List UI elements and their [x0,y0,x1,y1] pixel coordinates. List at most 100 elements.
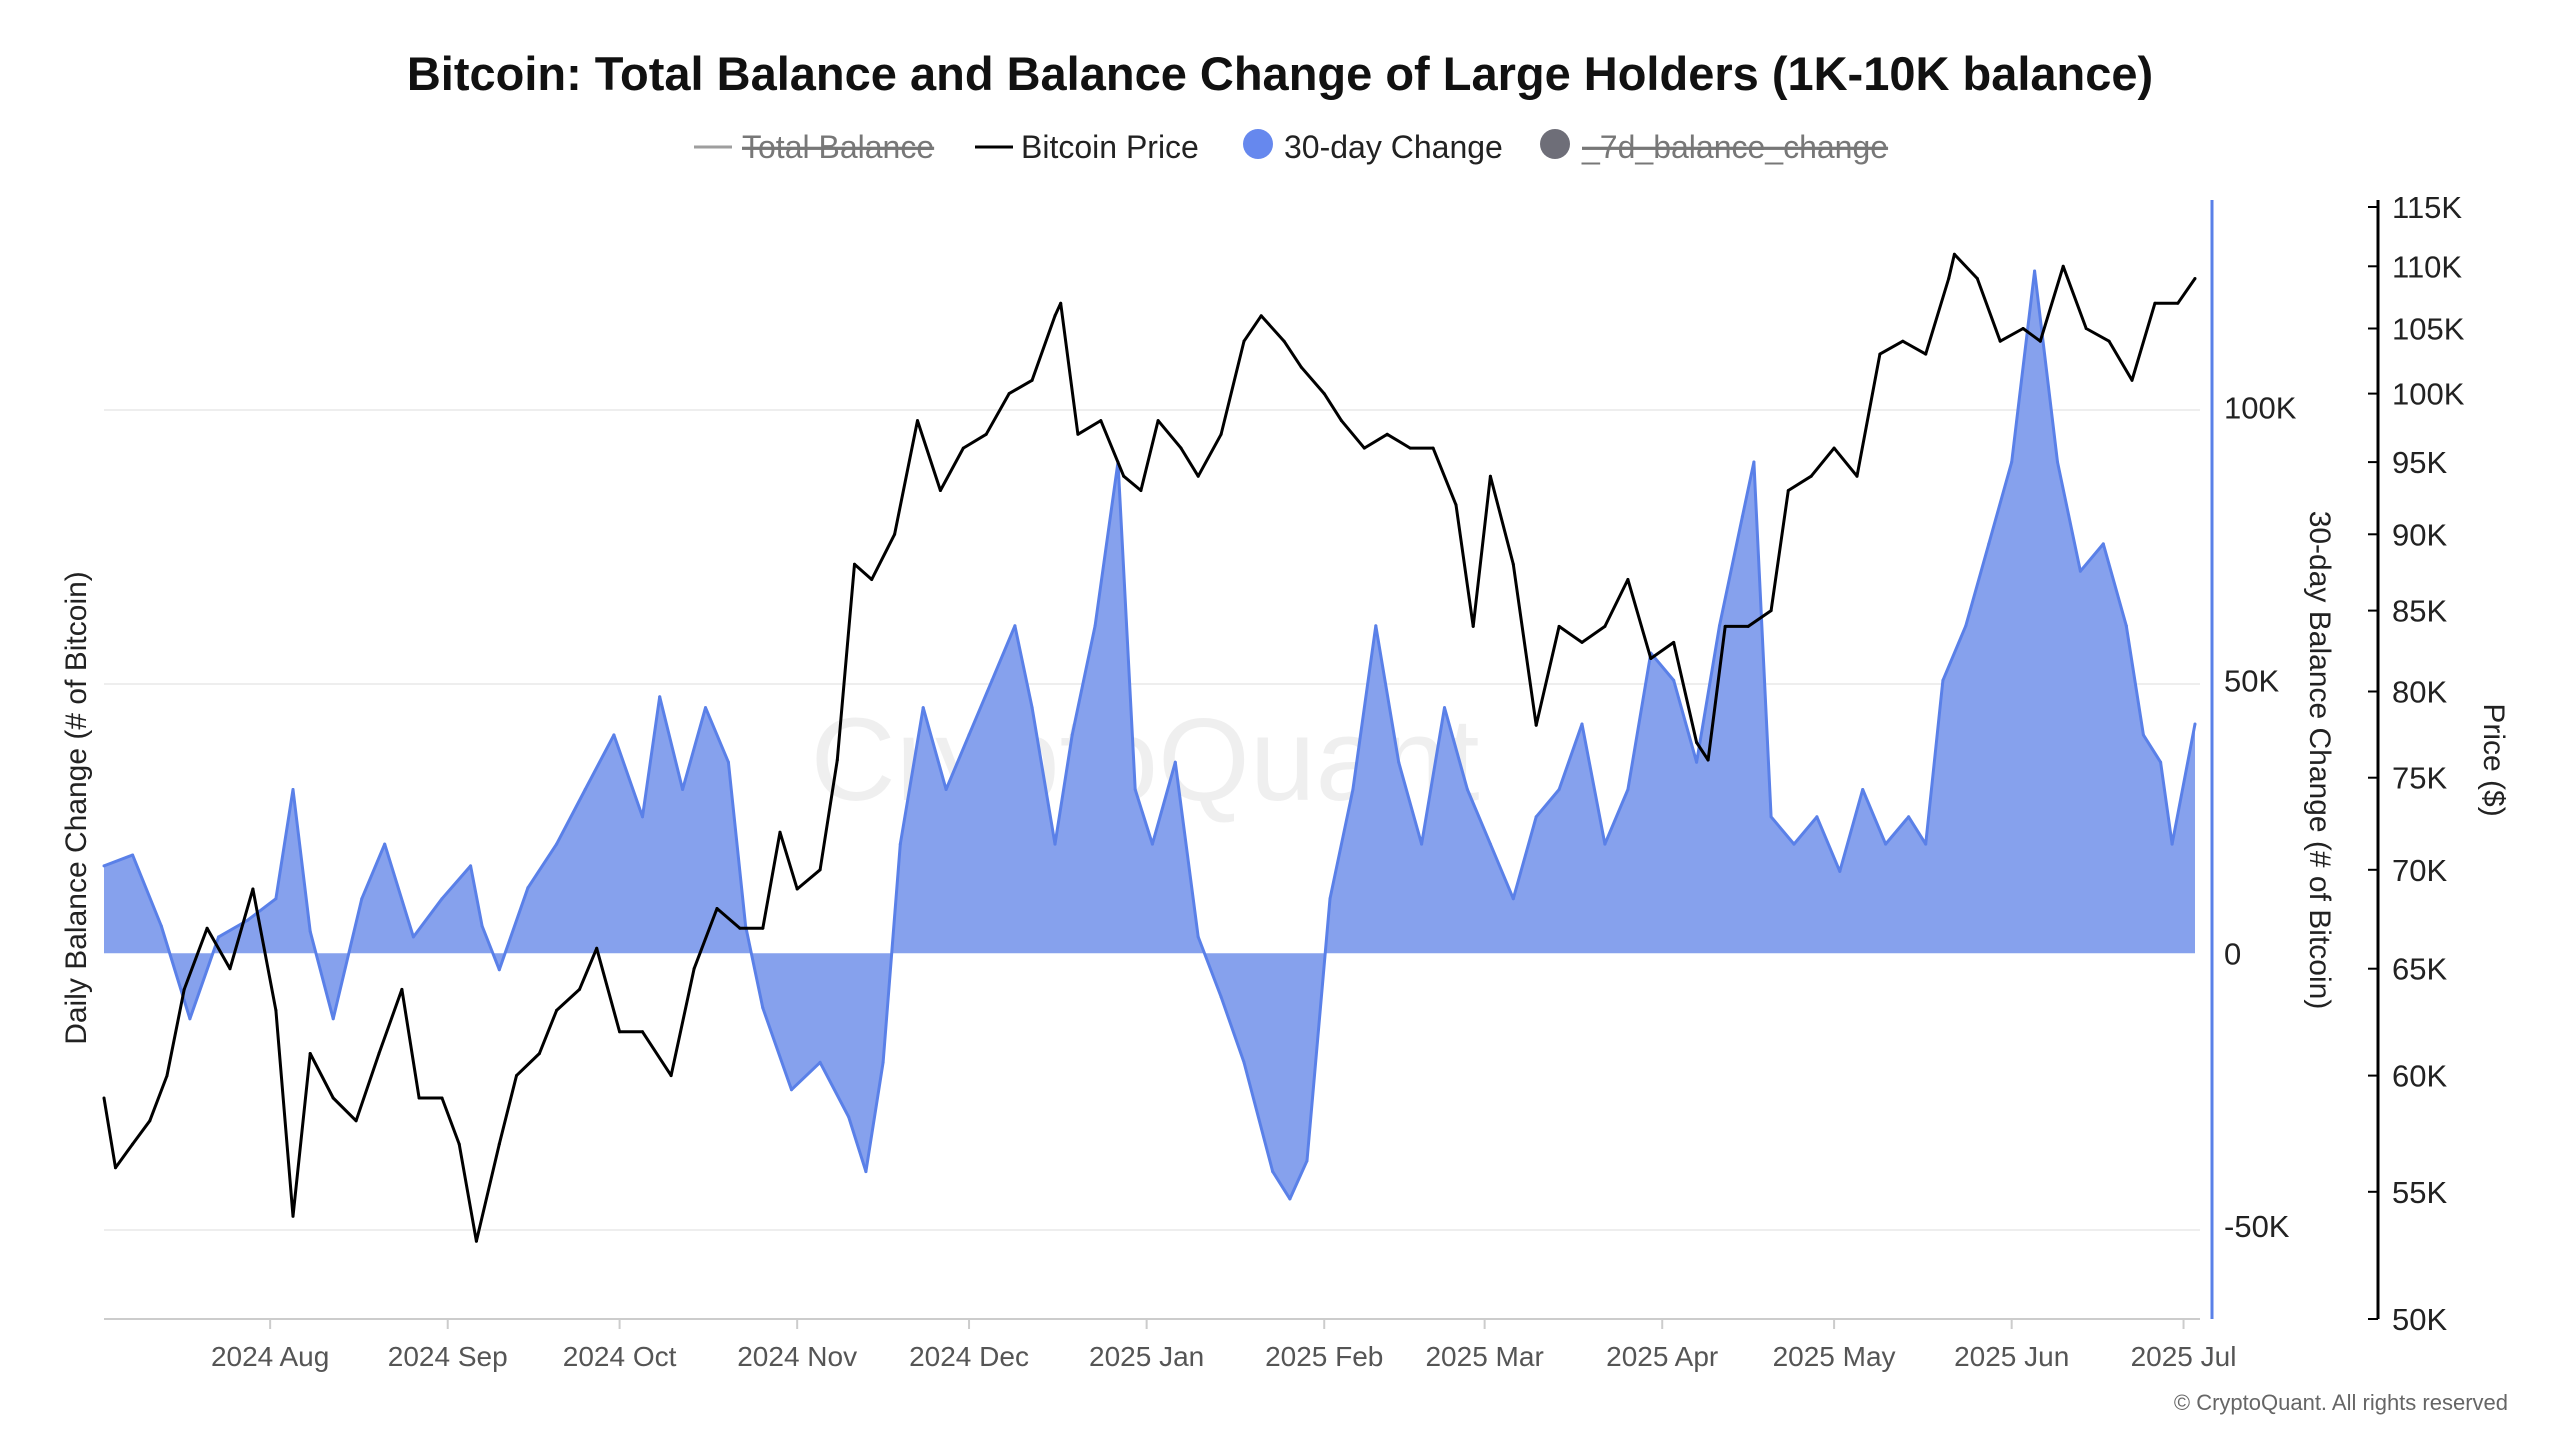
price-point [2084,327,2088,330]
balance-point [1769,815,1773,819]
legend-label-30-day-change: 30-day Change [1284,129,1503,165]
price-tick-label: 60K [2392,1059,2447,1094]
balance-point [2101,542,2105,546]
price-point [1723,624,1727,628]
balance-point [1488,842,1492,846]
balance-point [1941,678,1945,682]
price-point [1408,446,1412,450]
balance-point [274,897,278,901]
price-point [515,1074,518,1078]
balance-point [1695,760,1699,764]
balance-point [360,897,364,901]
balance-point [1672,678,1676,682]
balance-point [990,678,994,682]
price-point [1339,419,1343,423]
price-point [1809,474,1813,478]
balance-point [131,853,135,857]
price-point [1385,432,1389,436]
balance-point [898,842,902,846]
price-tick-label: 80K [2392,675,2447,710]
balance-point [1924,842,1928,846]
x-tick-label: 2025 Jan [1089,1341,1204,1372]
balance-point [1752,460,1756,464]
balance-point [1397,760,1401,764]
price-point [641,1030,644,1034]
balance-point [1271,1170,1275,1174]
balance-point [847,1115,851,1119]
balance-point [1580,722,1584,726]
price-point [961,446,965,450]
balance-point [744,924,748,928]
price-point [1431,446,1435,450]
price-point [938,489,942,492]
price-tick-label: 110K [2392,249,2462,284]
price-point [618,1030,622,1034]
price-point [1179,446,1183,450]
price-tick-label: 100K [2392,377,2465,412]
price-point [1219,432,1223,436]
price-point [1053,314,1057,318]
balance-point [921,706,925,710]
price-axis-title: Price ($) [2477,703,2510,816]
balance-point [681,788,685,791]
balance-point [526,886,530,890]
legend-item-bitcoin-price[interactable]: Bitcoin Price [975,129,1199,165]
balance-point [1328,897,1332,901]
price-point [984,432,988,436]
price-point [555,1008,559,1012]
price-point [778,830,782,834]
legend-item-30-day-change[interactable]: 30-day Change [1243,129,1503,165]
x-tick-label: 2025 Jul [2131,1341,2237,1372]
legend-item-total-balance[interactable]: Total Balance [694,129,934,165]
price-point [1672,640,1676,644]
balance-point [1884,842,1888,846]
price-point [1975,277,1979,280]
price-point [228,967,232,971]
price-point [457,1142,461,1146]
price-point [1557,624,1561,628]
x-tick-label: 2025 Apr [1606,1341,1718,1372]
balance-point [1013,624,1017,628]
price-point [1998,339,2002,343]
price-point [818,868,822,872]
balance-area-outline [103,269,2197,1201]
balance-point [1219,995,1223,999]
x-tick-label: 2024 Sep [388,1341,508,1372]
balance-point [1150,842,1154,846]
price-point [578,987,581,991]
balance-point [1557,788,1561,791]
x-tick-label: 2024 Dec [909,1341,1029,1372]
x-tick-label: 2025 Mar [1425,1341,1543,1372]
price-point [1603,624,1607,628]
price-point [1878,352,1882,356]
legend-item-7d-balance-change[interactable]: _7d_balance_change [1540,129,1888,165]
left-axis-title: Daily Balance Change (# of Bitcoin) [60,571,93,1045]
price-point [2107,339,2111,343]
balance-point [1351,788,1355,791]
price-tick-label: 50K [2392,1302,2447,1337]
balance-point [726,760,730,764]
balance-point [1030,706,1034,710]
balance-tick-label: -50K [2224,1209,2290,1244]
balance-point [612,733,616,737]
legend-label-total-balance: Total Balance [742,129,934,165]
price-point [1832,446,1836,450]
balance-point [761,1006,765,1010]
price-tick-label: 95K [2392,445,2447,480]
balance-point [480,924,484,928]
balance-area-series [102,269,2197,1201]
balance-point [704,706,707,710]
legend: Total Balance Bitcoin Price 30-day Chang… [694,129,1888,165]
balance-axis-title: 30-day Balance Change (# of Bitcoin) [2303,511,2336,1010]
price-tick-label: 65K [2392,952,2447,987]
price-point [1362,446,1366,450]
price-point [1511,562,1515,566]
balance-point [1792,842,1796,846]
price-point [205,926,209,930]
balance-point [2159,760,2163,764]
balance-point [641,815,644,819]
balance-point [1815,815,1819,819]
balance-point [1964,624,1968,628]
chart-title: Bitcoin: Total Balance and Balance Chang… [407,47,2153,100]
